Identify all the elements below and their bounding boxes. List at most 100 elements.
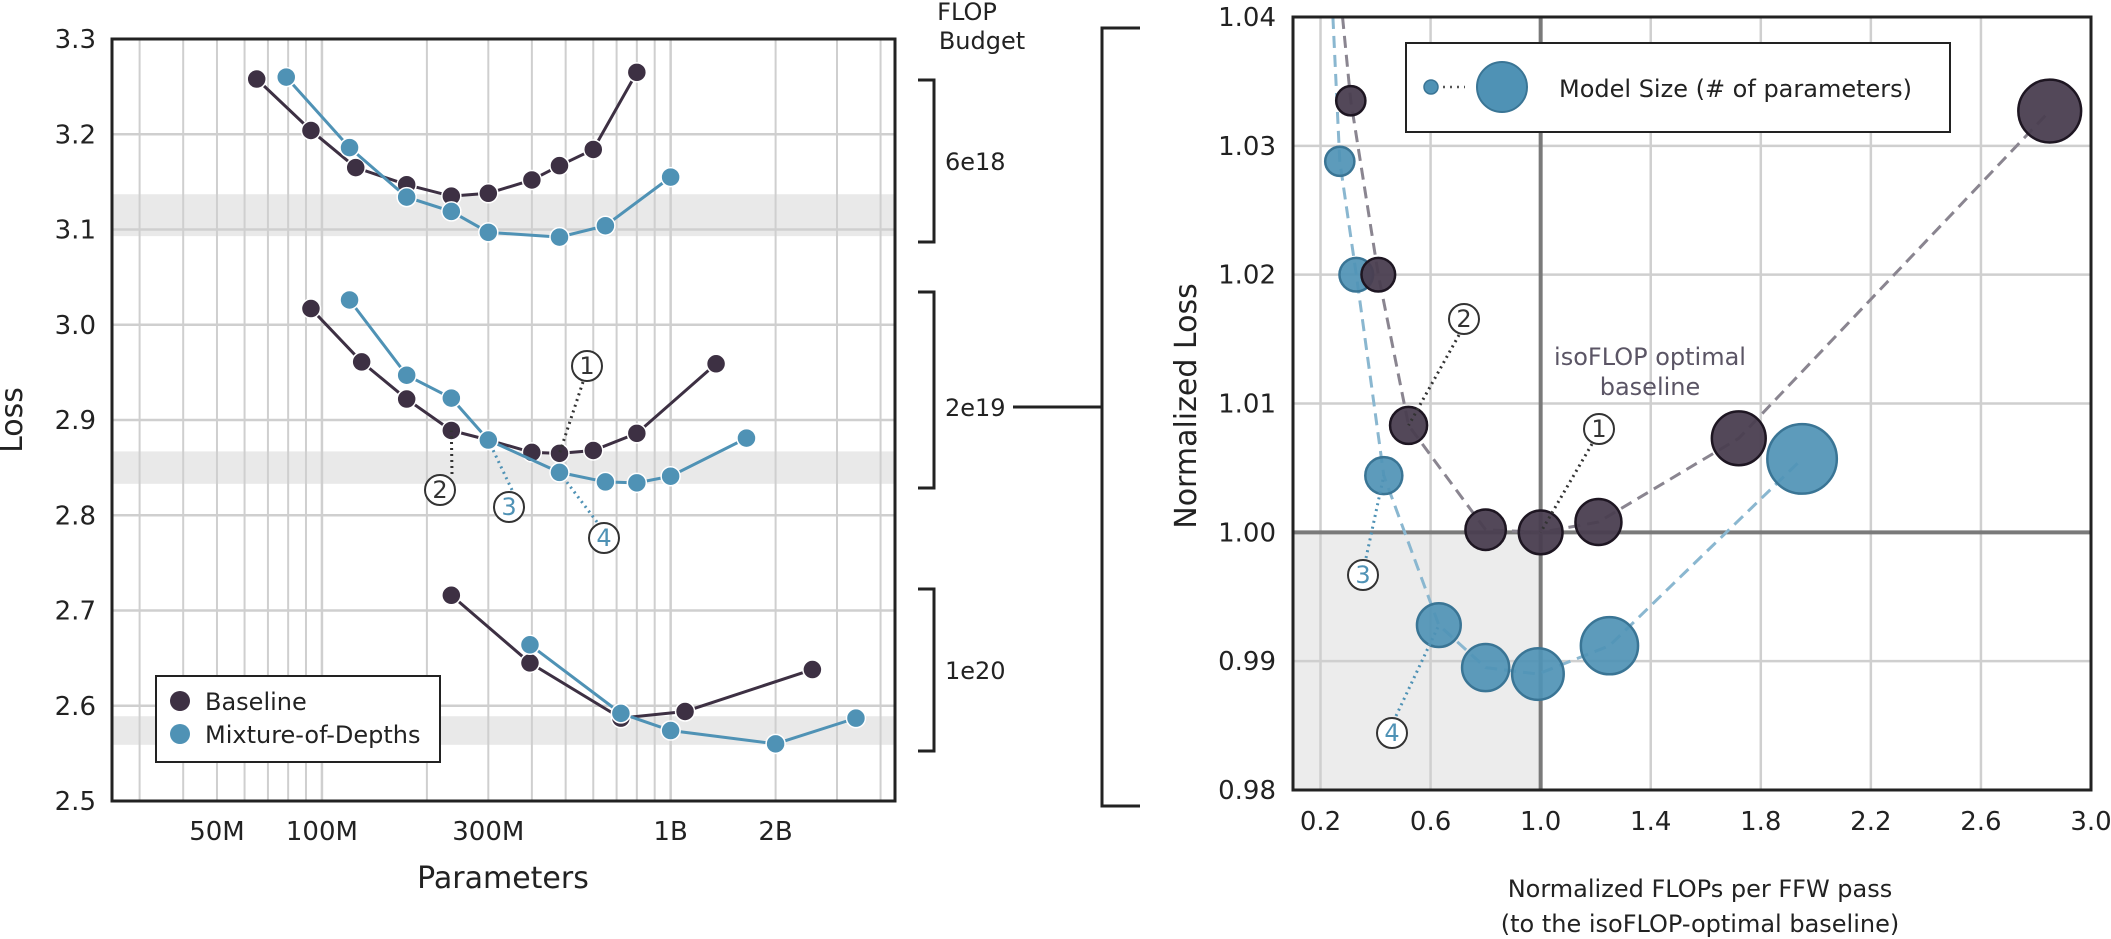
- mod-point: [1510, 647, 1565, 702]
- right-annotation-circle-4: [1376, 717, 1408, 749]
- data-point: [660, 465, 681, 487]
- data-point: [396, 364, 417, 386]
- annotation-leader-2: [449, 430, 454, 475]
- annotation-circle-1: [571, 350, 603, 382]
- baseline-point: [1360, 256, 1397, 293]
- right-annotation-circle-1: [1583, 413, 1615, 445]
- data-point: [521, 169, 543, 191]
- flop-budget-brackets: FLOP Budget 6e18 2e19 1e20: [918, 0, 1140, 808]
- y-tick-label: 3.3: [55, 25, 96, 55]
- legend-baseline-marker: [170, 691, 190, 711]
- data-point: [626, 423, 648, 444]
- right-curves: [1323, 16, 2083, 702]
- data-point: [549, 155, 570, 176]
- x-tick-label: 2.6: [1960, 807, 2001, 837]
- annotation-circle-3: [493, 491, 525, 523]
- data-point: [396, 186, 417, 208]
- x-tick-label: 50M: [189, 817, 245, 847]
- annotation-circle-2: [424, 474, 456, 506]
- data-point: [519, 634, 541, 656]
- left-optimal-bands: [112, 194, 895, 745]
- data-point: [802, 659, 823, 680]
- right-normalized-plot: 0.98 0.99 1.00 1.01 1.02 1.03 1.04 0.2 0.6 1.0 1.…: [1169, 3, 2111, 938]
- data-point: [674, 701, 696, 722]
- right-legend: Model Size (# of parameters): [1405, 42, 1951, 133]
- y-tick-label: 0.98: [1218, 776, 1276, 806]
- data-point: [339, 137, 360, 158]
- data-point: [351, 351, 372, 373]
- data-point: [583, 440, 604, 461]
- mod-point: [1415, 601, 1462, 649]
- x-tick-label: 1.0: [1520, 807, 1561, 837]
- data-point: [610, 703, 632, 724]
- annotation-number-4: 4: [596, 524, 611, 552]
- mod-point: [1323, 145, 1356, 178]
- data-point: [595, 471, 616, 493]
- right-annotation-number-4: 4: [1384, 719, 1399, 747]
- right-annotation-circle-3: [1347, 559, 1379, 591]
- x-tick-label: 2.2: [1850, 807, 1891, 837]
- big-bracket: [1100, 26, 1140, 808]
- bracket-6e18: [918, 78, 936, 244]
- legend-mod-marker: [170, 724, 190, 744]
- annotation-leader-4: [558, 471, 599, 523]
- data-point: [549, 226, 570, 248]
- y-tick-label: 1.03: [1218, 132, 1276, 162]
- right-annotation-leader-1: [1539, 443, 1594, 534]
- x-tick-label: 3.0: [2070, 807, 2111, 837]
- legend-small-size-marker: [1423, 79, 1439, 95]
- mod-point: [1579, 615, 1640, 676]
- y-tick-label: 3.0: [55, 311, 96, 341]
- bracket-2e19: [918, 290, 936, 490]
- data-point: [345, 157, 366, 178]
- flop-header-line1: FLOP: [937, 0, 997, 26]
- x-tick-label: 1B: [653, 817, 687, 847]
- left-y-axis-label: Loss: [0, 387, 30, 453]
- y-tick-label: 3.2: [55, 120, 96, 150]
- data-point: [519, 652, 541, 674]
- data-point: [705, 353, 727, 375]
- right-annotation-number-3: 3: [1355, 561, 1370, 589]
- left-plot-frame: [110, 37, 897, 803]
- data-point: [736, 427, 757, 449]
- bracket-1e20: [918, 587, 936, 753]
- right-y-tick-labels: 0.98 0.99 1.00 1.01 1.02 1.03 1.04: [1218, 3, 1276, 806]
- data-point: [275, 66, 297, 88]
- baseline-point: [1710, 410, 1767, 467]
- x-tick-label: 2B: [758, 817, 792, 847]
- data-point: [300, 298, 322, 319]
- annotation-leader-1: [558, 381, 585, 454]
- left-x-tick-labels: 50M 100M 300M 1B 2B: [189, 817, 793, 847]
- data-point: [396, 388, 417, 410]
- y-tick-label: 1.00: [1218, 518, 1276, 548]
- y-tick-label: 2.7: [55, 597, 96, 627]
- right-annotations: 1 2 3 4: [1347, 303, 1615, 749]
- baseline-point: [1334, 84, 1367, 117]
- baseline-point: [1464, 508, 1508, 552]
- data-point: [441, 585, 462, 606]
- flop-header-line2: Budget: [939, 27, 1025, 55]
- left-x-axis-label: Parameters: [417, 861, 589, 896]
- y-tick-label: 2.9: [55, 406, 96, 436]
- series-line-6e18-baseline: [255, 71, 639, 198]
- data-point: [660, 166, 681, 188]
- y-tick-label: 1.02: [1218, 261, 1276, 291]
- x-tick-label: 300M: [452, 817, 524, 847]
- iso-optimal-label-line2: baseline: [1600, 373, 1701, 401]
- left-y-tick-labels: 2.5 2.6 2.7 2.8 2.9 3.0 3.1 3.2 3.3: [55, 25, 96, 817]
- legend-baseline-label: Baseline: [205, 688, 307, 716]
- data-point: [441, 201, 462, 222]
- left-curves: [246, 62, 867, 755]
- left-legend: Baseline Mixture-of-Depths: [155, 675, 441, 763]
- legend-box: [155, 675, 441, 763]
- annotation-number-2: 2: [432, 476, 447, 504]
- data-point: [246, 68, 267, 90]
- annotation-number-1: 1: [579, 352, 594, 380]
- y-tick-label: 2.5: [55, 787, 96, 817]
- baseline-point: [2017, 78, 2083, 144]
- y-tick-label: 0.99: [1218, 647, 1276, 677]
- data-point: [845, 707, 867, 729]
- budget-label-6e18: 6e18: [945, 148, 1006, 176]
- right-annotation-number-2: 2: [1456, 305, 1471, 333]
- data-point: [626, 62, 648, 83]
